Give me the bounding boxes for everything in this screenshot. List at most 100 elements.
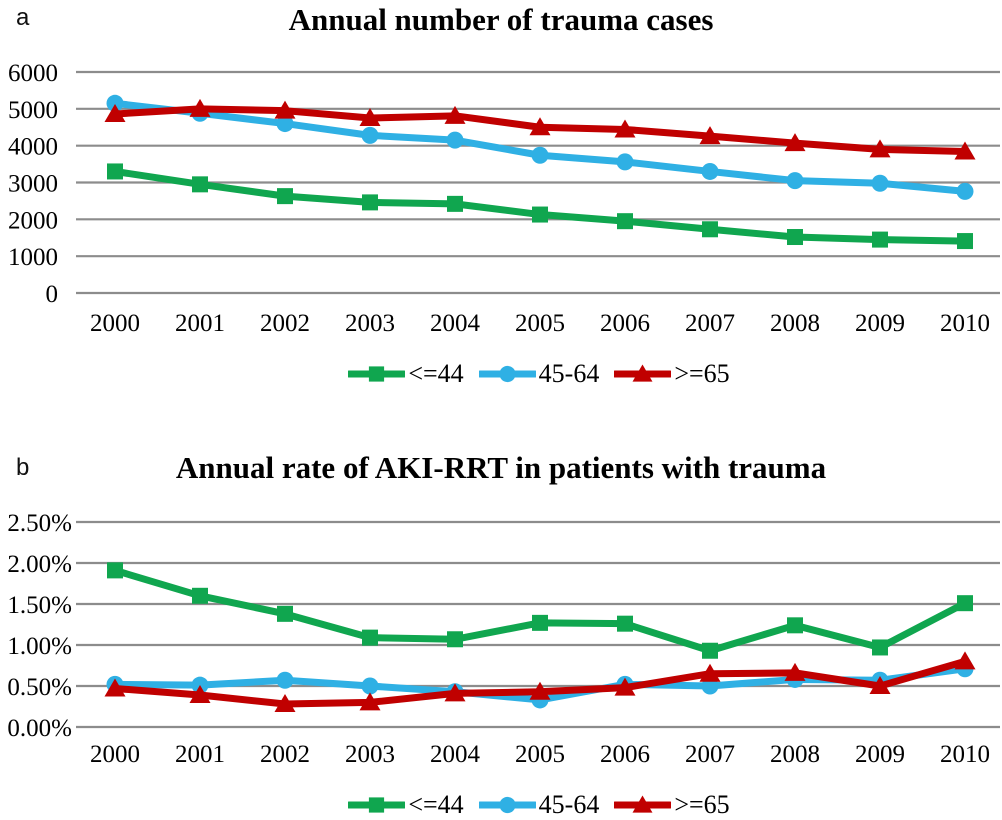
- legend-square-marker-icon: [348, 797, 406, 813]
- data-point-circle: [871, 174, 889, 192]
- data-point-circle: [616, 153, 634, 171]
- data-point-triangle: [189, 98, 211, 117]
- x-tick-label: 2010: [940, 310, 990, 337]
- x-tick-label: 2007: [685, 310, 735, 337]
- data-point-triangle: [699, 126, 721, 145]
- panel-letter-a: a: [16, 4, 30, 31]
- series-line-0: [111, 566, 969, 655]
- x-tick-label: 2005: [515, 310, 565, 337]
- data-point-triangle: [359, 108, 381, 127]
- data-point-square: [192, 587, 208, 604]
- x-tick-label: 2003: [345, 741, 395, 768]
- data-point-square: [702, 642, 718, 659]
- y-tick-label: 1.00%: [7, 633, 72, 660]
- data-point-triangle: [954, 141, 976, 160]
- legend-label-45-64: 45-64: [538, 790, 600, 819]
- x-tick-label: 2002: [260, 310, 310, 337]
- x-tick-label: 2006: [600, 310, 650, 337]
- data-point-triangle: [869, 676, 891, 694]
- data-point-circle: [276, 115, 294, 133]
- data-point-square: [702, 221, 718, 238]
- legend-label-ge65: >=65: [674, 790, 730, 819]
- data-point-circle: [786, 172, 804, 190]
- chart-a-legend: <=44 45-64 >=65: [78, 356, 1000, 392]
- data-point-square: [787, 617, 803, 634]
- legend-item-le44: <=44: [348, 790, 464, 819]
- data-point-circle: [499, 796, 516, 814]
- data-point-circle: [276, 671, 294, 689]
- data-point-square: [362, 629, 378, 646]
- data-point-square: [787, 229, 803, 246]
- data-point-square: [957, 233, 973, 250]
- y-tick-label: 0.50%: [7, 674, 72, 701]
- data-point-circle: [446, 131, 464, 149]
- legend-label-le44: <=44: [408, 359, 464, 388]
- data-point-square: [362, 194, 378, 211]
- chart-b-title: Annual rate of AKI-RRT in patients with …: [175, 450, 827, 485]
- y-tick-label: 1000: [8, 244, 58, 271]
- chart-b-plot-area: 0.00% 0.50% 1.00% 1.50% 2.00% 2.50% 2000 2001 20…: [7, 510, 1000, 768]
- data-point-triangle: [614, 677, 636, 696]
- data-point-square: [107, 163, 123, 180]
- data-point-triangle: [614, 119, 636, 138]
- legend-item-ge65: >=65: [614, 790, 730, 819]
- legend-item-ge65: >=65: [614, 361, 730, 387]
- data-point-circle: [701, 677, 719, 695]
- x-tick-label: 2009: [855, 741, 905, 768]
- data-point-circle: [531, 146, 549, 164]
- data-point-square: [957, 595, 973, 612]
- x-tick-label: 2000: [90, 741, 140, 768]
- data-point-triangle: [274, 100, 296, 119]
- data-point-circle: [701, 162, 719, 180]
- y-tick-label: 5000: [8, 97, 58, 124]
- data-point-square: [277, 605, 293, 622]
- y-tick-label: 2.00%: [7, 551, 72, 578]
- y-tick-label: 2.50%: [7, 510, 72, 537]
- x-tick-label: 2001: [175, 310, 225, 337]
- data-point-triangle: [359, 692, 381, 711]
- y-tick-label: 3000: [8, 171, 58, 198]
- data-point-circle: [499, 365, 516, 383]
- x-tick-label: 2000: [90, 310, 140, 337]
- chart-b-legend: <=44 45-64 >=65: [78, 789, 1000, 820]
- data-point-square: [192, 176, 208, 193]
- data-point-square: [532, 206, 548, 223]
- x-tick-label: 2007: [685, 741, 735, 768]
- legend-triangle-marker-icon: [614, 364, 672, 382]
- y-tick-label: 2000: [8, 207, 58, 234]
- data-point-triangle: [699, 663, 721, 682]
- legend-label-45-64: 45-64: [538, 359, 600, 388]
- data-point-square: [369, 366, 385, 382]
- x-tick-label: 2005: [515, 741, 565, 768]
- data-point-triangle: [189, 685, 211, 704]
- data-point-circle: [361, 126, 379, 144]
- legend-label-le44: <=44: [408, 790, 464, 819]
- data-point-circle: [956, 182, 974, 200]
- panel-letter-b: b: [16, 454, 30, 481]
- data-point-square: [447, 631, 463, 648]
- data-point-square: [369, 797, 385, 813]
- data-point-triangle: [104, 103, 126, 122]
- legend-square-marker-icon: [348, 366, 406, 382]
- y-tick-label: 0.00%: [7, 715, 72, 742]
- legend-circle-marker-icon: [478, 365, 536, 383]
- legend-item-45-64: 45-64: [478, 790, 600, 819]
- data-point-triangle: [274, 694, 296, 713]
- chart-a-title: Annual number of trauma cases: [288, 2, 714, 37]
- data-point-circle: [361, 677, 379, 695]
- y-tick-label: 1.50%: [7, 592, 72, 619]
- data-point-triangle: [632, 364, 653, 382]
- data-point-triangle: [784, 133, 806, 152]
- data-point-triangle: [529, 681, 551, 700]
- data-point-square: [277, 188, 293, 205]
- x-tick-label: 2002: [260, 741, 310, 768]
- legend-circle-marker-icon: [478, 796, 536, 814]
- x-tick-label: 2006: [600, 741, 650, 768]
- x-tick-label: 2004: [430, 310, 481, 337]
- x-tick-label: 2008: [770, 741, 820, 768]
- y-tick-label: 6000: [8, 60, 58, 87]
- data-point-triangle: [104, 678, 126, 697]
- data-point-triangle: [444, 683, 466, 702]
- x-tick-label: 2009: [855, 310, 905, 337]
